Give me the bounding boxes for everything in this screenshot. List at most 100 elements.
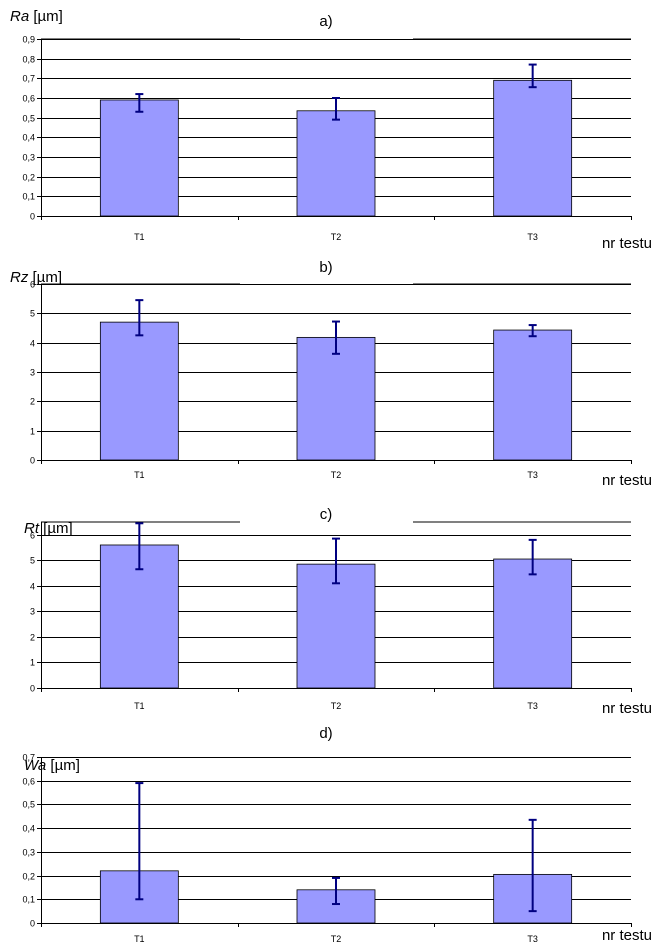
- y-tick-label-b: 4: [30, 339, 35, 349]
- error-bar-c-t3: [528, 538, 537, 576]
- error-bar-c-t2: [332, 537, 340, 585]
- x-axis-label-c: nr testu: [602, 700, 652, 717]
- y-tick-label-a: 0,4: [22, 133, 35, 143]
- axes-c: [37, 522, 632, 692]
- y-tick-label-b: 1: [30, 427, 35, 437]
- y-tick-label-b: 3: [30, 368, 35, 378]
- x-tick-label-c: T1: [134, 701, 145, 711]
- bars-b: [99, 321, 573, 461]
- x-axis-label-d: nr testu: [602, 927, 652, 944]
- error-bars-b: [135, 299, 537, 355]
- bar-b-t2: [296, 336, 376, 461]
- axes-b: [37, 284, 632, 464]
- error-bar-a-t3: [528, 63, 537, 89]
- y-tick-label-d: 0: [30, 919, 35, 929]
- y-tick-label-d: 0,7: [22, 753, 35, 763]
- y-tick-label-b: 6: [30, 280, 35, 290]
- bar-c-t3: [493, 558, 573, 689]
- y-tick-label-a: 0,7: [22, 74, 35, 84]
- x-tick-labels-b: T1 T2 T3: [134, 470, 538, 480]
- y-axis-variable-c: Rt: [24, 520, 40, 537]
- y-tick-label-a: 0,8: [22, 55, 35, 65]
- error-bar-d-t2: [332, 876, 340, 906]
- x-axis-label-b: nr testu: [602, 472, 652, 489]
- y-axis-variable-a: Ra: [10, 8, 29, 25]
- axes-d: [37, 757, 632, 927]
- bar-c-t2: [296, 563, 376, 689]
- x-tick-label-a: T3: [527, 232, 538, 242]
- x-tick-labels-c: T1 T2 T3: [134, 701, 538, 711]
- y-tick-label-c: 6: [30, 531, 35, 541]
- panel-title-b: b): [319, 259, 332, 276]
- y-tick-label-d: 0,3: [22, 848, 35, 858]
- bar-a-t1: [99, 99, 179, 217]
- bar-a-t2: [296, 110, 376, 217]
- x-tick-label-d: T3: [527, 934, 538, 944]
- y-tick-label-a: 0,3: [22, 153, 35, 163]
- y-axis-unit-a: [µm]: [29, 8, 63, 25]
- x-tick-label-b: T1: [134, 470, 145, 480]
- x-tick-label-a: T2: [331, 232, 342, 242]
- panel-d: d) Wa [µm] nr testu 00,10,20,30,40,50,60…: [22, 725, 652, 944]
- y-tick-label-d: 0,4: [22, 824, 35, 834]
- y-tick-label-c: 0: [30, 684, 35, 694]
- x-tick-label-b: T3: [527, 470, 538, 480]
- panel-b: b) Rz [µm] nr testu 0 1 2 3 4 5 6 T1 T2 T3: [10, 259, 652, 489]
- bar-b-t3: [493, 329, 573, 461]
- error-bar-b-t2: [332, 320, 340, 355]
- error-bar-a-t2: [332, 97, 340, 121]
- y-tick-label-a: 0,6: [22, 94, 35, 104]
- error-bar-b-t1: [135, 299, 144, 337]
- panel-a: a) Ra [µm] nr testu 00,10,20,30,40,50,60…: [10, 8, 652, 252]
- x-axis-label-a: nr testu: [602, 235, 652, 252]
- y-tick-label-b: 0: [30, 456, 35, 466]
- error-bar-d-t3: [528, 818, 537, 913]
- y-tick-labels-d: 0 0,1 0,2 0,3 0,4 0,5 0,6 0,7: [22, 753, 35, 929]
- y-tick-label-d: 0,1: [22, 895, 35, 905]
- x-tick-labels-a: T1 T2 T3: [134, 232, 538, 242]
- y-tick-label-c: 5: [30, 556, 35, 566]
- error-bar-b-t3: [528, 324, 537, 338]
- y-tick-label-b: 5: [30, 309, 35, 319]
- y-tick-label-a: 0,5: [22, 114, 35, 124]
- y-tick-label-a: 0,2: [22, 173, 35, 183]
- x-tick-label-c: T2: [331, 701, 342, 711]
- y-axis-unit-c: [µm]: [39, 520, 73, 537]
- y-tick-label-b: 2: [30, 397, 35, 407]
- x-tick-labels-d: T1 T2 T3: [134, 934, 538, 944]
- error-bar-a-t1: [135, 93, 144, 113]
- y-tick-label-a: 0: [30, 212, 35, 222]
- y-tick-labels-c: 0 1 2 3 4 5 6: [30, 531, 35, 694]
- y-tick-labels-a: 0 0,1 0,2 0,3 0,4 0,5 0,6 0,7 0,8 0,9: [22, 35, 35, 222]
- y-axis-label-c: Rt [µm]: [24, 520, 73, 537]
- y-tick-label-d: 0,6: [22, 777, 35, 787]
- y-axis-label-b: Rz [µm]: [10, 269, 62, 286]
- y-tick-label-a: 0,1: [22, 192, 35, 202]
- error-bar-c-t1: [135, 522, 144, 571]
- error-bar-d-t1: [135, 782, 144, 901]
- axes-a: [37, 39, 632, 220]
- panel-title-a: a): [319, 13, 332, 30]
- y-tick-label-a: 0,9: [22, 35, 35, 45]
- panel-title-d: d): [319, 725, 332, 742]
- x-tick-label-b: T2: [331, 470, 342, 480]
- x-tick-label-d: T2: [331, 934, 342, 944]
- y-tick-label-c: 3: [30, 607, 35, 617]
- y-tick-label-c: 4: [30, 582, 35, 592]
- error-bars-a: [135, 63, 537, 121]
- x-tick-label-d: T1: [134, 934, 145, 944]
- panel-title-c: c): [320, 506, 333, 523]
- y-axis-label-d: Wa [µm]: [24, 757, 80, 774]
- y-axis-label-a: Ra [µm]: [10, 8, 63, 25]
- y-tick-labels-b: 0 1 2 3 4 5 6: [30, 280, 35, 466]
- y-axis-unit-b: [µm]: [28, 269, 62, 286]
- error-bars-c: [135, 522, 537, 585]
- y-axis-unit-d: [µm]: [46, 757, 80, 774]
- x-tick-label-c: T3: [527, 701, 538, 711]
- bar-b-t1: [99, 321, 179, 461]
- panel-c: c) Rt [µm] nr testu 0 1 2 3 4 5 6 T1 T2 T3: [24, 506, 652, 717]
- x-tick-label-a: T1: [134, 232, 145, 242]
- bar-a-t3: [493, 79, 573, 217]
- y-axis-variable-d: Wa: [24, 757, 46, 774]
